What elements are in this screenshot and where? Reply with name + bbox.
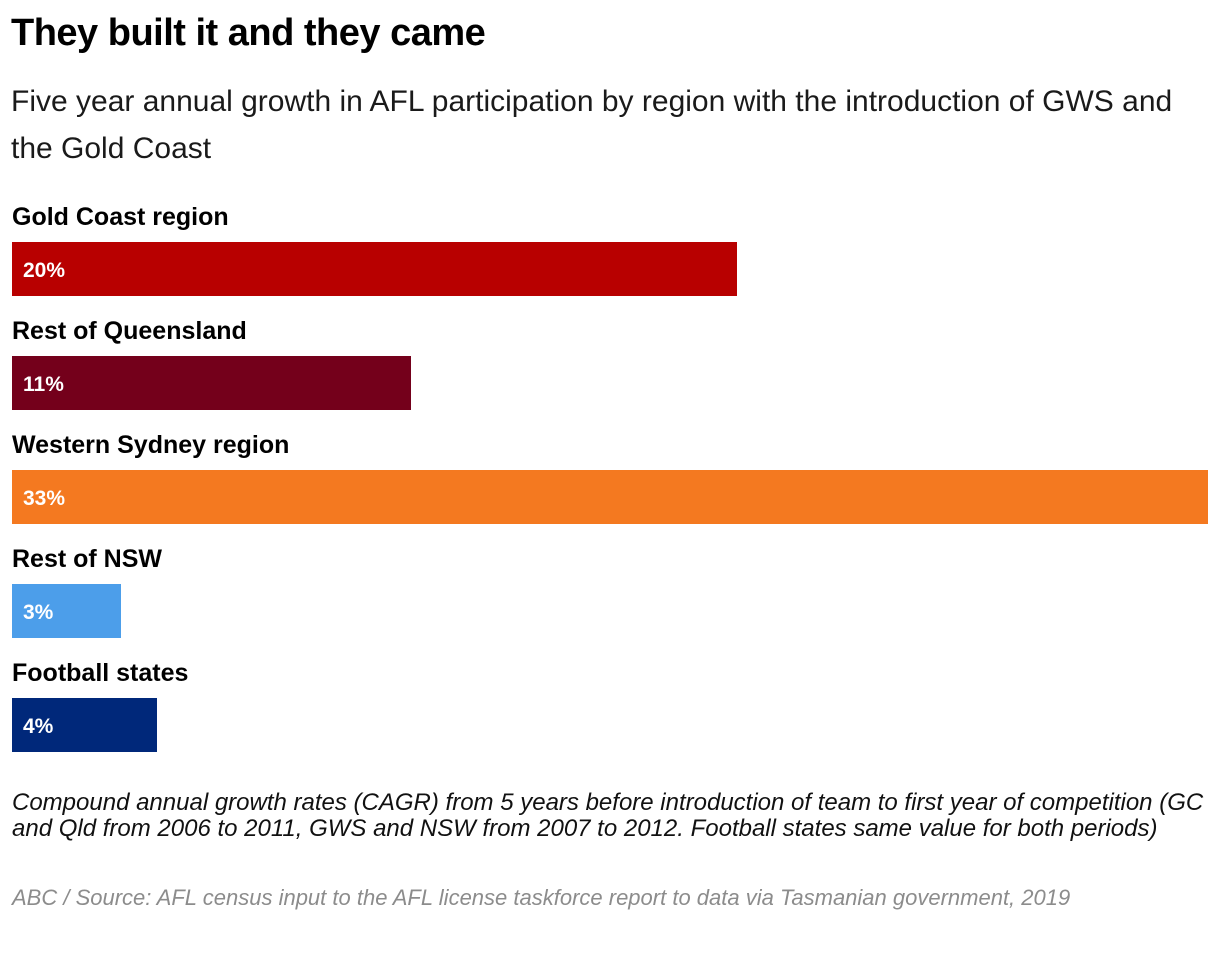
chart-notes: Compound annual growth rates (CAGR) from…	[12, 789, 1204, 842]
chart-subtitle: Five year annual growth in AFL participa…	[11, 85, 1173, 165]
value-label-gold-coast-region: 20%	[23, 259, 65, 282]
category-label-rest-of-queensland: Rest of Queensland	[12, 317, 247, 345]
value-label-football-states: 4%	[23, 715, 54, 738]
value-label-western-sydney-region: 33%	[23, 487, 65, 510]
category-label-gold-coast-region: Gold Coast region	[12, 203, 229, 231]
bar-western-sydney-region	[12, 470, 1208, 524]
value-label-rest-of-queensland: 11%	[23, 373, 64, 396]
chart-source: ABC / Source: AFL census input to the AF…	[12, 885, 1071, 910]
bar-gold-coast-region	[12, 242, 737, 296]
category-label-western-sydney-region: Western Sydney region	[12, 431, 289, 459]
chart-title: They built it and they came	[11, 12, 486, 54]
category-label-football-states: Football states	[12, 659, 188, 687]
bar-football-states	[12, 698, 157, 752]
bar-rest-of-nsw	[12, 584, 121, 638]
bar-rest-of-queensland	[12, 356, 411, 410]
category-label-rest-of-nsw: Rest of NSW	[12, 545, 162, 573]
value-label-rest-of-nsw: 3%	[23, 601, 54, 624]
bar-chart: Gold Coast region 20% Rest of Queensland 11…	[12, 203, 1208, 752]
